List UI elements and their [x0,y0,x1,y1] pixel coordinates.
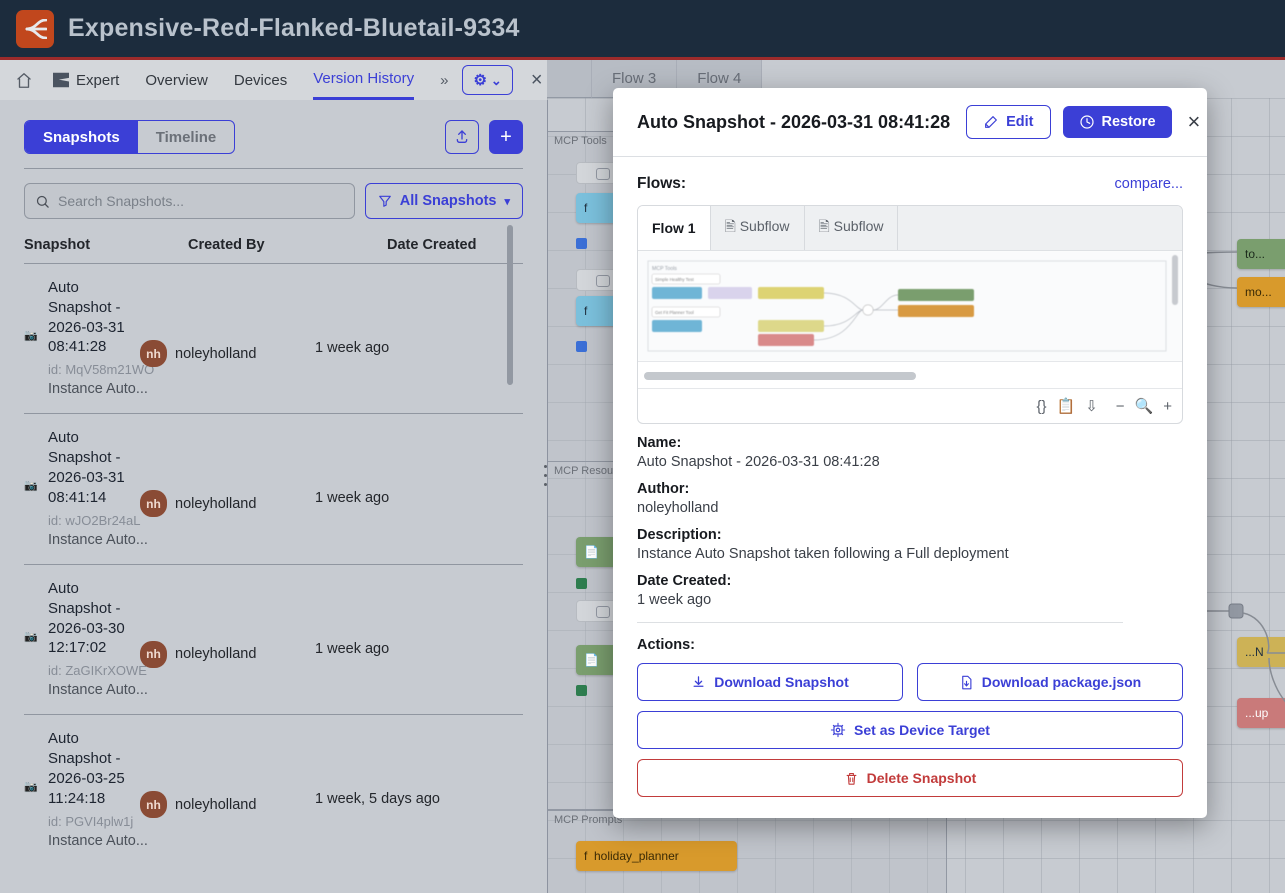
svg-text:MCP Tools: MCP Tools [652,266,677,272]
svg-text:Get Fit Planner Tool: Get Fit Planner Tool [655,310,694,315]
svg-text:Simple Healthy Test: Simple Healthy Test [655,277,694,282]
